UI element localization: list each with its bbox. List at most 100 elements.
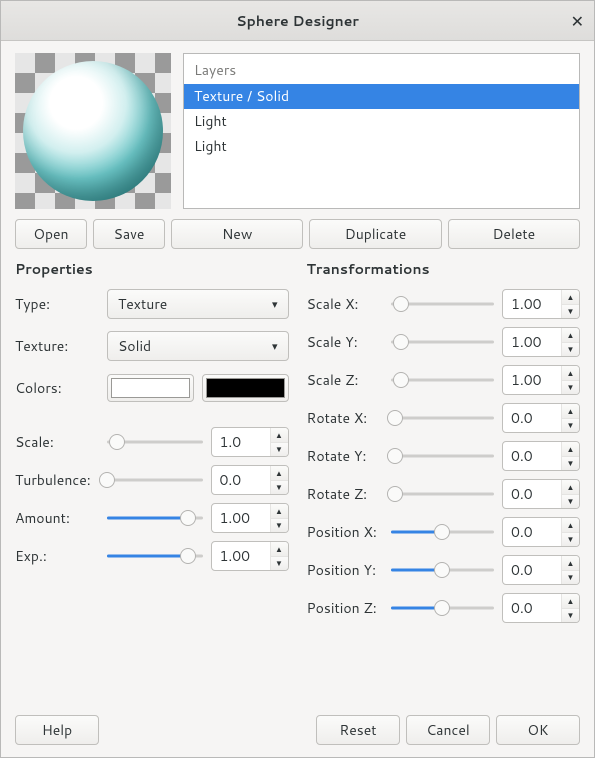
slider-thumb[interactable] bbox=[393, 372, 409, 388]
dialog-content: Layers Texture / SolidLightLight Open Sa… bbox=[1, 41, 594, 757]
open-button[interactable]: Open bbox=[15, 219, 87, 249]
slider-thumb[interactable] bbox=[387, 486, 403, 502]
slider-thumb[interactable] bbox=[434, 600, 450, 616]
slider-thumb[interactable] bbox=[434, 562, 450, 578]
spin-value: 1.00 bbox=[503, 366, 561, 394]
spin-input[interactable]: 1.0▲▼ bbox=[211, 427, 289, 457]
slider[interactable] bbox=[391, 370, 495, 390]
step-up-icon[interactable]: ▲ bbox=[562, 518, 579, 533]
spin-input[interactable]: 1.00▲▼ bbox=[502, 365, 580, 395]
slider-thumb[interactable] bbox=[393, 296, 409, 312]
cancel-button[interactable]: Cancel bbox=[406, 715, 490, 745]
step-down-icon[interactable]: ▼ bbox=[271, 481, 288, 495]
slider[interactable] bbox=[391, 598, 495, 618]
slider[interactable] bbox=[391, 484, 495, 504]
slider-label: Scale Z: bbox=[307, 370, 383, 390]
step-down-icon[interactable]: ▼ bbox=[562, 609, 579, 623]
slider[interactable] bbox=[107, 546, 203, 566]
color2-button[interactable] bbox=[202, 374, 289, 402]
reset-button[interactable]: Reset bbox=[316, 715, 400, 745]
texture-combo[interactable]: Solid ▾ bbox=[107, 331, 289, 361]
step-down-icon[interactable]: ▼ bbox=[271, 519, 288, 533]
slider[interactable] bbox=[391, 332, 495, 352]
slider-row: Scale Z: 1.00▲▼ bbox=[307, 363, 581, 397]
ok-button[interactable]: OK bbox=[496, 715, 580, 745]
close-icon[interactable]: ✕ bbox=[571, 1, 584, 41]
texture-label: Texture: bbox=[15, 336, 99, 356]
chevron-down-icon: ▾ bbox=[272, 338, 278, 354]
step-down-icon[interactable]: ▼ bbox=[562, 305, 579, 319]
slider[interactable] bbox=[107, 432, 203, 452]
step-up-icon[interactable]: ▲ bbox=[271, 504, 288, 519]
step-up-icon[interactable]: ▲ bbox=[562, 328, 579, 343]
step-up-icon[interactable]: ▲ bbox=[562, 442, 579, 457]
layers-list[interactable]: Texture / SolidLightLight bbox=[184, 84, 579, 208]
step-down-icon[interactable]: ▼ bbox=[562, 495, 579, 509]
step-up-icon[interactable]: ▲ bbox=[562, 480, 579, 495]
sphere-preview bbox=[23, 61, 163, 201]
type-combo[interactable]: Texture ▾ bbox=[107, 289, 289, 319]
spin-input[interactable]: 0.0▲▼ bbox=[502, 593, 580, 623]
slider-thumb[interactable] bbox=[393, 334, 409, 350]
slider[interactable] bbox=[391, 408, 495, 428]
step-up-icon[interactable]: ▲ bbox=[271, 428, 288, 443]
step-up-icon[interactable]: ▲ bbox=[271, 542, 288, 557]
slider-thumb[interactable] bbox=[99, 472, 115, 488]
color1-button[interactable] bbox=[107, 374, 194, 402]
spin-input[interactable]: 0.0▲▼ bbox=[502, 441, 580, 471]
slider[interactable] bbox=[391, 522, 495, 542]
delete-button[interactable]: Delete bbox=[448, 219, 580, 249]
spin-input[interactable]: 0.0▲▼ bbox=[502, 479, 580, 509]
layer-row[interactable]: Light bbox=[184, 134, 579, 159]
new-button[interactable]: New bbox=[171, 219, 303, 249]
spin-input[interactable]: 1.00▲▼ bbox=[211, 541, 289, 571]
step-up-icon[interactable]: ▲ bbox=[562, 594, 579, 609]
slider[interactable] bbox=[391, 446, 495, 466]
step-down-icon[interactable]: ▼ bbox=[562, 343, 579, 357]
slider-thumb[interactable] bbox=[180, 510, 196, 526]
window-title: Sphere Designer bbox=[236, 11, 359, 31]
layer-row[interactable]: Light bbox=[184, 109, 579, 134]
step-up-icon[interactable]: ▲ bbox=[562, 366, 579, 381]
spin-input[interactable]: 1.00▲▼ bbox=[211, 503, 289, 533]
step-down-icon[interactable]: ▼ bbox=[562, 419, 579, 433]
slider-label: Scale Y: bbox=[307, 332, 383, 352]
slider-thumb[interactable] bbox=[387, 410, 403, 426]
layer-row[interactable]: Texture / Solid bbox=[184, 84, 579, 109]
step-down-icon[interactable]: ▼ bbox=[562, 457, 579, 471]
slider-row: Position X:0.0▲▼ bbox=[307, 515, 581, 549]
step-down-icon[interactable]: ▼ bbox=[562, 533, 579, 547]
step-up-icon[interactable]: ▲ bbox=[562, 290, 579, 305]
spin-value: 1.00 bbox=[503, 328, 561, 356]
slider[interactable] bbox=[391, 560, 495, 580]
spin-input[interactable]: 0.0▲▼ bbox=[502, 555, 580, 585]
slider[interactable] bbox=[391, 294, 495, 314]
step-down-icon[interactable]: ▼ bbox=[562, 381, 579, 395]
step-up-icon[interactable]: ▲ bbox=[562, 404, 579, 419]
slider[interactable] bbox=[107, 508, 203, 528]
spin-value: 0.0 bbox=[503, 518, 561, 546]
slider-row: Rotate Z:0.0▲▼ bbox=[307, 477, 581, 511]
preview-area bbox=[15, 53, 171, 209]
step-up-icon[interactable]: ▲ bbox=[562, 556, 579, 571]
duplicate-button[interactable]: Duplicate bbox=[309, 219, 441, 249]
titlebar: Sphere Designer ✕ bbox=[1, 1, 594, 41]
slider-thumb[interactable] bbox=[180, 548, 196, 564]
spin-input[interactable]: 1.00▲▼ bbox=[502, 289, 580, 319]
slider[interactable] bbox=[107, 470, 203, 490]
dialog-window: Sphere Designer ✕ Layers Texture / Solid… bbox=[0, 0, 595, 758]
slider-thumb[interactable] bbox=[434, 524, 450, 540]
help-button[interactable]: Help bbox=[15, 715, 99, 745]
save-button[interactable]: Save bbox=[93, 219, 165, 249]
step-down-icon[interactable]: ▼ bbox=[562, 571, 579, 585]
spin-input[interactable]: 0.0▲▼ bbox=[211, 465, 289, 495]
step-down-icon[interactable]: ▼ bbox=[271, 557, 288, 571]
slider-thumb[interactable] bbox=[109, 434, 125, 450]
slider-thumb[interactable] bbox=[387, 448, 403, 464]
step-up-icon[interactable]: ▲ bbox=[271, 466, 288, 481]
step-down-icon[interactable]: ▼ bbox=[271, 443, 288, 457]
spin-input[interactable]: 0.0▲▼ bbox=[502, 517, 580, 547]
spin-input[interactable]: 1.00▲▼ bbox=[502, 327, 580, 357]
spin-input[interactable]: 0.0▲▼ bbox=[502, 403, 580, 433]
slider-row: Position Z:0.0▲▼ bbox=[307, 591, 581, 625]
